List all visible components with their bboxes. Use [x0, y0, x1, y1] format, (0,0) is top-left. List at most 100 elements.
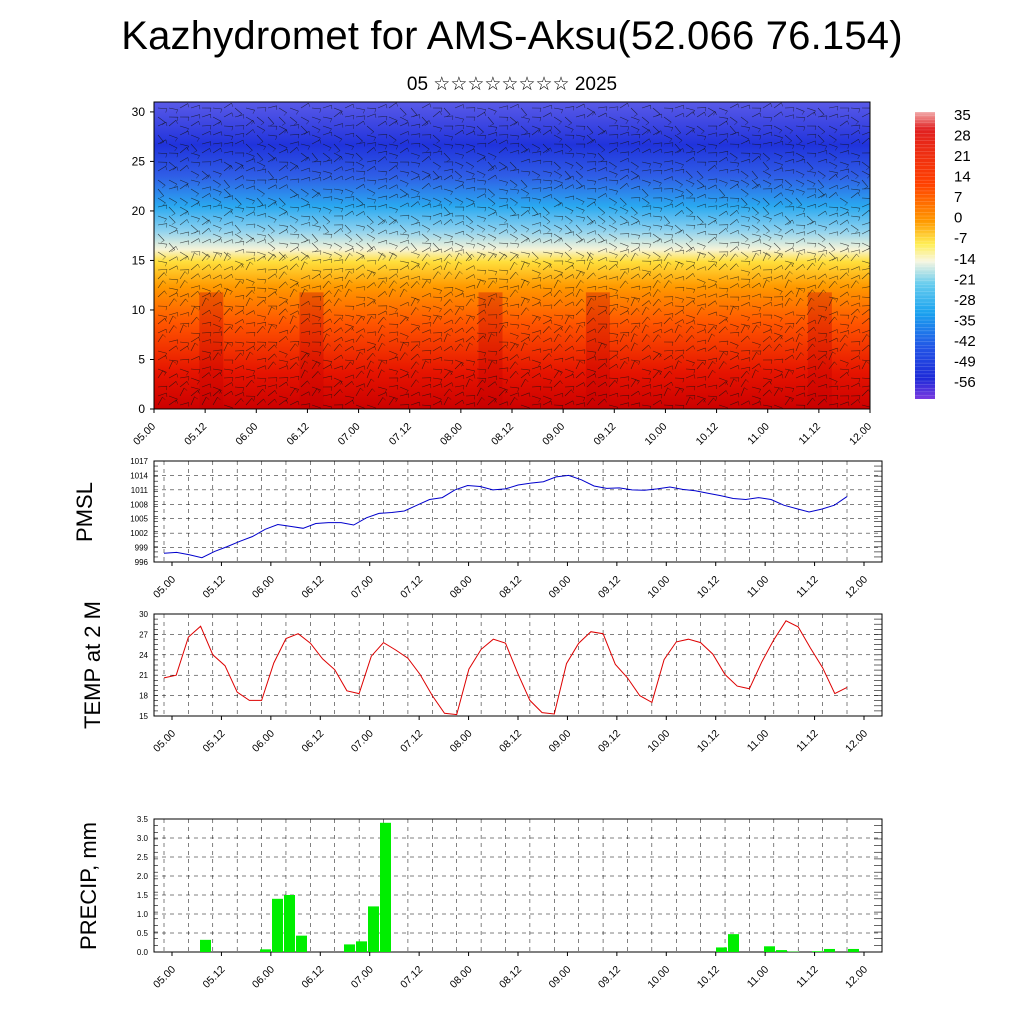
wind-barb-flag — [294, 325, 298, 329]
wind-barb — [377, 342, 383, 352]
wind-barb — [267, 273, 276, 280]
wind-barb — [641, 179, 651, 184]
wind-barb — [795, 252, 800, 262]
wind-barb — [784, 395, 794, 399]
wind-barb-flag — [240, 280, 244, 284]
wind-barb-flag — [220, 108, 223, 113]
wind-barb-flag — [804, 386, 806, 391]
wind-barb — [245, 351, 251, 361]
wind-barb-flag — [635, 325, 640, 329]
wind-barb — [344, 132, 354, 136]
wind-barb — [784, 298, 790, 307]
wind-barb — [751, 224, 760, 231]
wind-barb-flag — [833, 139, 837, 143]
wind-barb-flag — [595, 230, 597, 235]
wind-barb-flag — [671, 355, 674, 359]
wind-barb — [300, 125, 308, 133]
wind-barb — [377, 195, 387, 199]
wind-barb — [784, 188, 794, 192]
wind-barb-flag — [549, 264, 552, 269]
wind-barb — [487, 233, 497, 239]
wind-barb — [619, 116, 629, 121]
wind-barb-flag — [415, 379, 420, 383]
wind-barb — [454, 359, 464, 364]
wind-barb — [564, 143, 573, 150]
wind-barb — [322, 280, 329, 289]
wind-barb-flag — [549, 172, 552, 177]
wind-barb — [707, 164, 716, 172]
wind-barb — [245, 223, 255, 226]
wind-barb-flag — [228, 166, 232, 170]
wind-barb-flag — [614, 229, 618, 233]
wind-barb — [685, 179, 695, 185]
wind-barb — [388, 350, 398, 355]
wind-barb — [322, 273, 331, 280]
wind-barb — [245, 197, 255, 202]
wind-barb-flag — [263, 299, 266, 304]
wind-barb — [707, 300, 716, 307]
wind-barb — [432, 143, 442, 149]
wind-barb-flag — [406, 172, 410, 177]
wind-barb-flag — [514, 343, 518, 347]
wind-barb-flag — [449, 371, 453, 375]
wind-barb — [685, 129, 694, 136]
wind-barb — [223, 390, 232, 397]
wind-barb — [839, 368, 849, 371]
wind-barb — [289, 282, 298, 289]
wind-barb-flag — [363, 297, 366, 302]
y-tick-label: 1.5 — [137, 891, 149, 900]
wind-barb-flag — [550, 337, 553, 342]
wind-barb — [542, 206, 550, 214]
wind-barb — [685, 157, 694, 163]
wind-barb-flag — [407, 342, 410, 347]
wind-barb — [641, 251, 651, 256]
wind-barb — [212, 215, 222, 219]
wind-barb — [509, 332, 519, 337]
wind-barb — [223, 134, 233, 137]
wind-barb — [773, 254, 781, 262]
wind-barb-flag — [206, 396, 210, 400]
wind-barb-flag — [780, 371, 783, 376]
wind-barb — [377, 360, 383, 370]
wind-barb-flag — [231, 382, 234, 387]
wind-barb-flag — [660, 226, 663, 231]
wind-barb — [168, 166, 178, 172]
wind-barb — [740, 357, 750, 361]
wind-barb — [344, 233, 353, 240]
wind-barb-flag — [484, 193, 487, 198]
wind-barb — [476, 269, 487, 271]
wind-barb — [443, 308, 451, 316]
wind-barb-flag — [766, 279, 770, 283]
wind-barb — [531, 222, 541, 226]
wind-barb — [223, 125, 234, 127]
wind-barb — [575, 215, 585, 219]
wind-barb-flag — [692, 273, 695, 278]
wind-barb — [399, 373, 409, 379]
wind-barb-flag — [791, 370, 795, 375]
wind-barb — [256, 213, 266, 217]
wind-barb-flag — [219, 263, 222, 268]
wind-barb — [289, 141, 299, 145]
wind-barb — [179, 143, 189, 147]
wind-barb — [443, 382, 452, 388]
wind-barb — [751, 401, 761, 406]
wind-barb — [465, 197, 475, 202]
wind-barb-flag — [395, 155, 398, 160]
wind-barb-flag — [539, 108, 542, 113]
wind-barb-flag — [572, 135, 575, 140]
wind-barb — [234, 376, 244, 379]
wind-barb-flag — [460, 201, 464, 206]
wind-barb — [355, 120, 364, 127]
wind-barb — [344, 203, 354, 208]
wind-barb-flag — [383, 280, 387, 284]
wind-barb-flag — [736, 326, 739, 331]
wind-barb-flag — [780, 335, 783, 340]
wind-barb — [168, 359, 178, 362]
wind-barb-flag — [813, 354, 817, 359]
wind-barb-flag — [579, 360, 584, 364]
wind-barb — [652, 238, 662, 244]
wind-barb — [630, 134, 640, 136]
wind-barb — [278, 300, 287, 307]
wind-barb — [597, 160, 607, 163]
wind-barb-flag — [572, 400, 575, 405]
